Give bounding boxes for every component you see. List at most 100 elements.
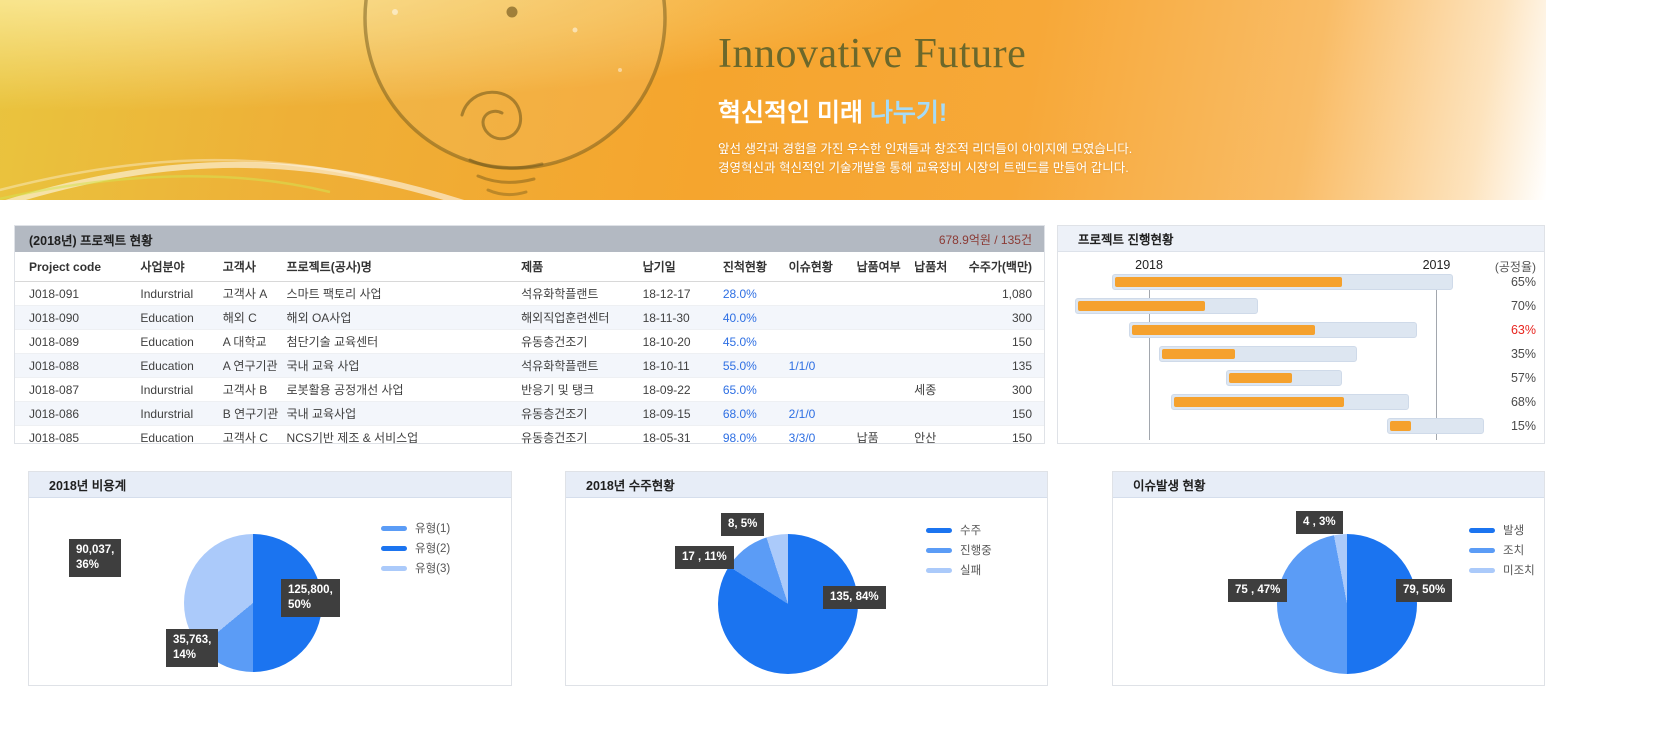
- table-row[interactable]: J018-091 Indurstrial 고객사 A 스마트 팩토리 사업 석유화학플랜…: [15, 282, 1044, 306]
- table-cell: 18-11-30: [638, 305, 719, 330]
- banner: Innovative Future 혁신적인 미래 나누기! 앞선 생각과 경험…: [0, 0, 1546, 200]
- legend-item: 실패: [926, 560, 992, 580]
- table-cell: J018-089: [15, 329, 137, 354]
- banner-subtitle-accent: 나누기!: [869, 99, 948, 127]
- gantt-progress-bar: [1389, 421, 1411, 431]
- table-cell: 1,080: [1001, 286, 1032, 301]
- table-row[interactable]: J018-088 Education A 연구기관 국내 교육 사업 석유화학플랜트 18…: [15, 353, 1044, 378]
- table-row[interactable]: J018-086 Indurstrial B 연구기관 국내 교육사업 유동층건조기 18…: [15, 401, 1044, 426]
- table-row[interactable]: J018-090 Education 해외 C 해외 OA사업 해외직업훈련센터 18-1…: [15, 305, 1044, 330]
- table-row[interactable]: J018-087 Indurstrial 고객사 B 로봇활용 공정개선 사업 반응기 …: [15, 377, 1044, 402]
- gantt-progress-bar: [1229, 373, 1293, 383]
- gantt-axis-year-end: 2019: [1422, 258, 1451, 272]
- table-cell: 해외 C: [218, 305, 283, 330]
- issues-pie-header: 이슈발생 현황: [1113, 472, 1544, 498]
- column-header: Project code: [15, 252, 137, 282]
- issues-pie-body: 4 , 3% 75 , 47% 79, 50% 발생 조치 미조치: [1113, 498, 1544, 685]
- orders-pie-body: 8, 5% 17 , 11% 135, 84% 수주 진행중 실패: [566, 498, 1047, 685]
- gantt-track: [1159, 346, 1358, 362]
- table-cell: 3/3/0: [784, 425, 853, 449]
- banner-subtitle: 혁신적인 미래 나누기!: [718, 93, 1132, 129]
- gantt-progress-bar: [1077, 301, 1205, 311]
- table-cell: Indurstrial: [136, 401, 219, 426]
- gantt-progress-bar: [1162, 349, 1235, 359]
- gantt-percent-label: 15%: [1510, 419, 1536, 433]
- legend-swatch: [926, 567, 952, 573]
- table-cell: 유동층건조기: [517, 329, 639, 354]
- table-cell: 석유화학플랜트: [517, 353, 639, 378]
- cost-pie-panel: 2018년 비용계 90,037, 36% 125,800, 50% 35,763,…: [28, 471, 512, 686]
- table-cell: 고객사 B: [218, 377, 283, 402]
- pie-data-label: 35,763, 14%: [166, 629, 219, 667]
- orders-pie-panel: 2018년 수주현황 8, 5% 17 , 11% 135, 84% 수주 진행중 실패: [565, 471, 1048, 686]
- column-header: 납품처: [910, 252, 956, 282]
- gantt-percent-label: 70%: [1510, 299, 1536, 313]
- table-cell: 98.0%: [718, 425, 785, 449]
- column-header: 프로젝트(공사)명: [282, 252, 518, 282]
- gantt-percent-label: 65%: [1510, 275, 1536, 289]
- gantt-track: [1112, 274, 1454, 290]
- table-cell: 로봇활용 공정개선 사업: [282, 377, 518, 402]
- table-cell: [910, 329, 956, 354]
- table-cell: [910, 401, 956, 426]
- pie-data-label: 75 , 47%: [1228, 579, 1288, 602]
- gantt-percent-label: 57%: [1510, 371, 1536, 385]
- table-cell: 65.0%: [718, 377, 785, 402]
- legend-label: 미조치: [1503, 565, 1535, 577]
- legend-label: 유형(1): [415, 523, 451, 535]
- progress-chart-panel: 프로젝트 진행현황 (공정율) 2018 2019 65% 70% 63% 35% 57%…: [1057, 225, 1545, 444]
- column-header: 이슈현황: [784, 252, 853, 282]
- table-cell: 300: [955, 377, 1044, 402]
- table-cell: J018-091: [29, 286, 80, 301]
- table-cell: 2/1/0: [784, 401, 853, 426]
- gantt-track: [1171, 394, 1409, 410]
- gantt-percent-label: 68%: [1510, 395, 1536, 409]
- gantt-axis-year-start: 2018: [1135, 258, 1163, 272]
- table-cell: 납품: [852, 425, 911, 449]
- banner-desc-line2: 경영혁신과 혁신적인 기술개발을 통해 교육장비 시장의 트렌드를 만들어 갑니…: [718, 161, 1129, 176]
- table-cell: A 대학교: [218, 329, 283, 354]
- legend-label: 유형(3): [415, 563, 451, 575]
- table-cell: 55.0%: [718, 353, 785, 378]
- cost-pie-header: 2018년 비용계: [29, 472, 511, 498]
- table-cell: 안산: [910, 425, 956, 449]
- table-cell: 68.0%: [718, 401, 785, 426]
- table-cell: 첨단기술 교육센터: [282, 329, 518, 354]
- progress-chart-title: 프로젝트 진행현황: [1078, 233, 1174, 247]
- table-cell: 반응기 및 탱크: [517, 377, 639, 402]
- table-cell: J018-090: [15, 305, 137, 330]
- pie-data-label: 135, 84%: [823, 586, 886, 609]
- legend-item: 유형(2): [381, 538, 450, 558]
- table-cell: J018-086: [15, 401, 137, 426]
- table-cell: 18-05-31: [638, 425, 719, 449]
- gantt-gridline: [1436, 274, 1438, 440]
- table-cell: 유동층건조기: [517, 425, 639, 449]
- table-row[interactable]: J018-089 Education A 대학교 첨단기술 교육센터 유동층건조기 18-…: [15, 329, 1044, 354]
- legend-item: 유형(1): [381, 518, 450, 538]
- table-cell: 스마트 팩토리 사업: [286, 287, 382, 301]
- pie-legend: 발생 조치 미조치: [1469, 520, 1535, 580]
- table-cell: 고객사 A: [222, 287, 268, 301]
- legend-item: 미조치: [1469, 560, 1535, 580]
- table-cell: Education: [136, 353, 219, 378]
- orders-pie-header: 2018년 수주현황: [566, 472, 1047, 498]
- banner-subtitle-main: 혁신적인 미래: [718, 99, 863, 127]
- table-cell: Indurstrial: [136, 377, 219, 402]
- lightbulb-sketch: [0, 0, 667, 200]
- pie-data-label: 4 , 3%: [1296, 511, 1343, 534]
- table-cell: 300: [955, 305, 1044, 330]
- project-status-panel: (2018년) 프로젝트 현황 678.9억원 / 135건 Project c…: [14, 225, 1045, 449]
- gantt-gridline: [1149, 274, 1151, 440]
- table-cell: A 연구기관: [218, 353, 283, 378]
- table-cell: J018-087: [15, 377, 137, 402]
- table-cell: 해외 OA사업: [282, 305, 518, 330]
- column-header: 납기일: [638, 252, 719, 282]
- table-cell: 고객사 C: [218, 425, 283, 449]
- table-cell: Education: [136, 329, 219, 354]
- table-row[interactable]: J018-085 Education 고객사 C NCS기반 제조 & 서비스업 유동층…: [15, 425, 1044, 449]
- table-cell: [910, 353, 956, 378]
- table-cell: Education: [136, 425, 219, 449]
- issues-pie-panel: 이슈발생 현황 4 , 3% 75 , 47% 79, 50% 발생 조치 미조치: [1112, 471, 1545, 686]
- table-cell: [784, 329, 853, 354]
